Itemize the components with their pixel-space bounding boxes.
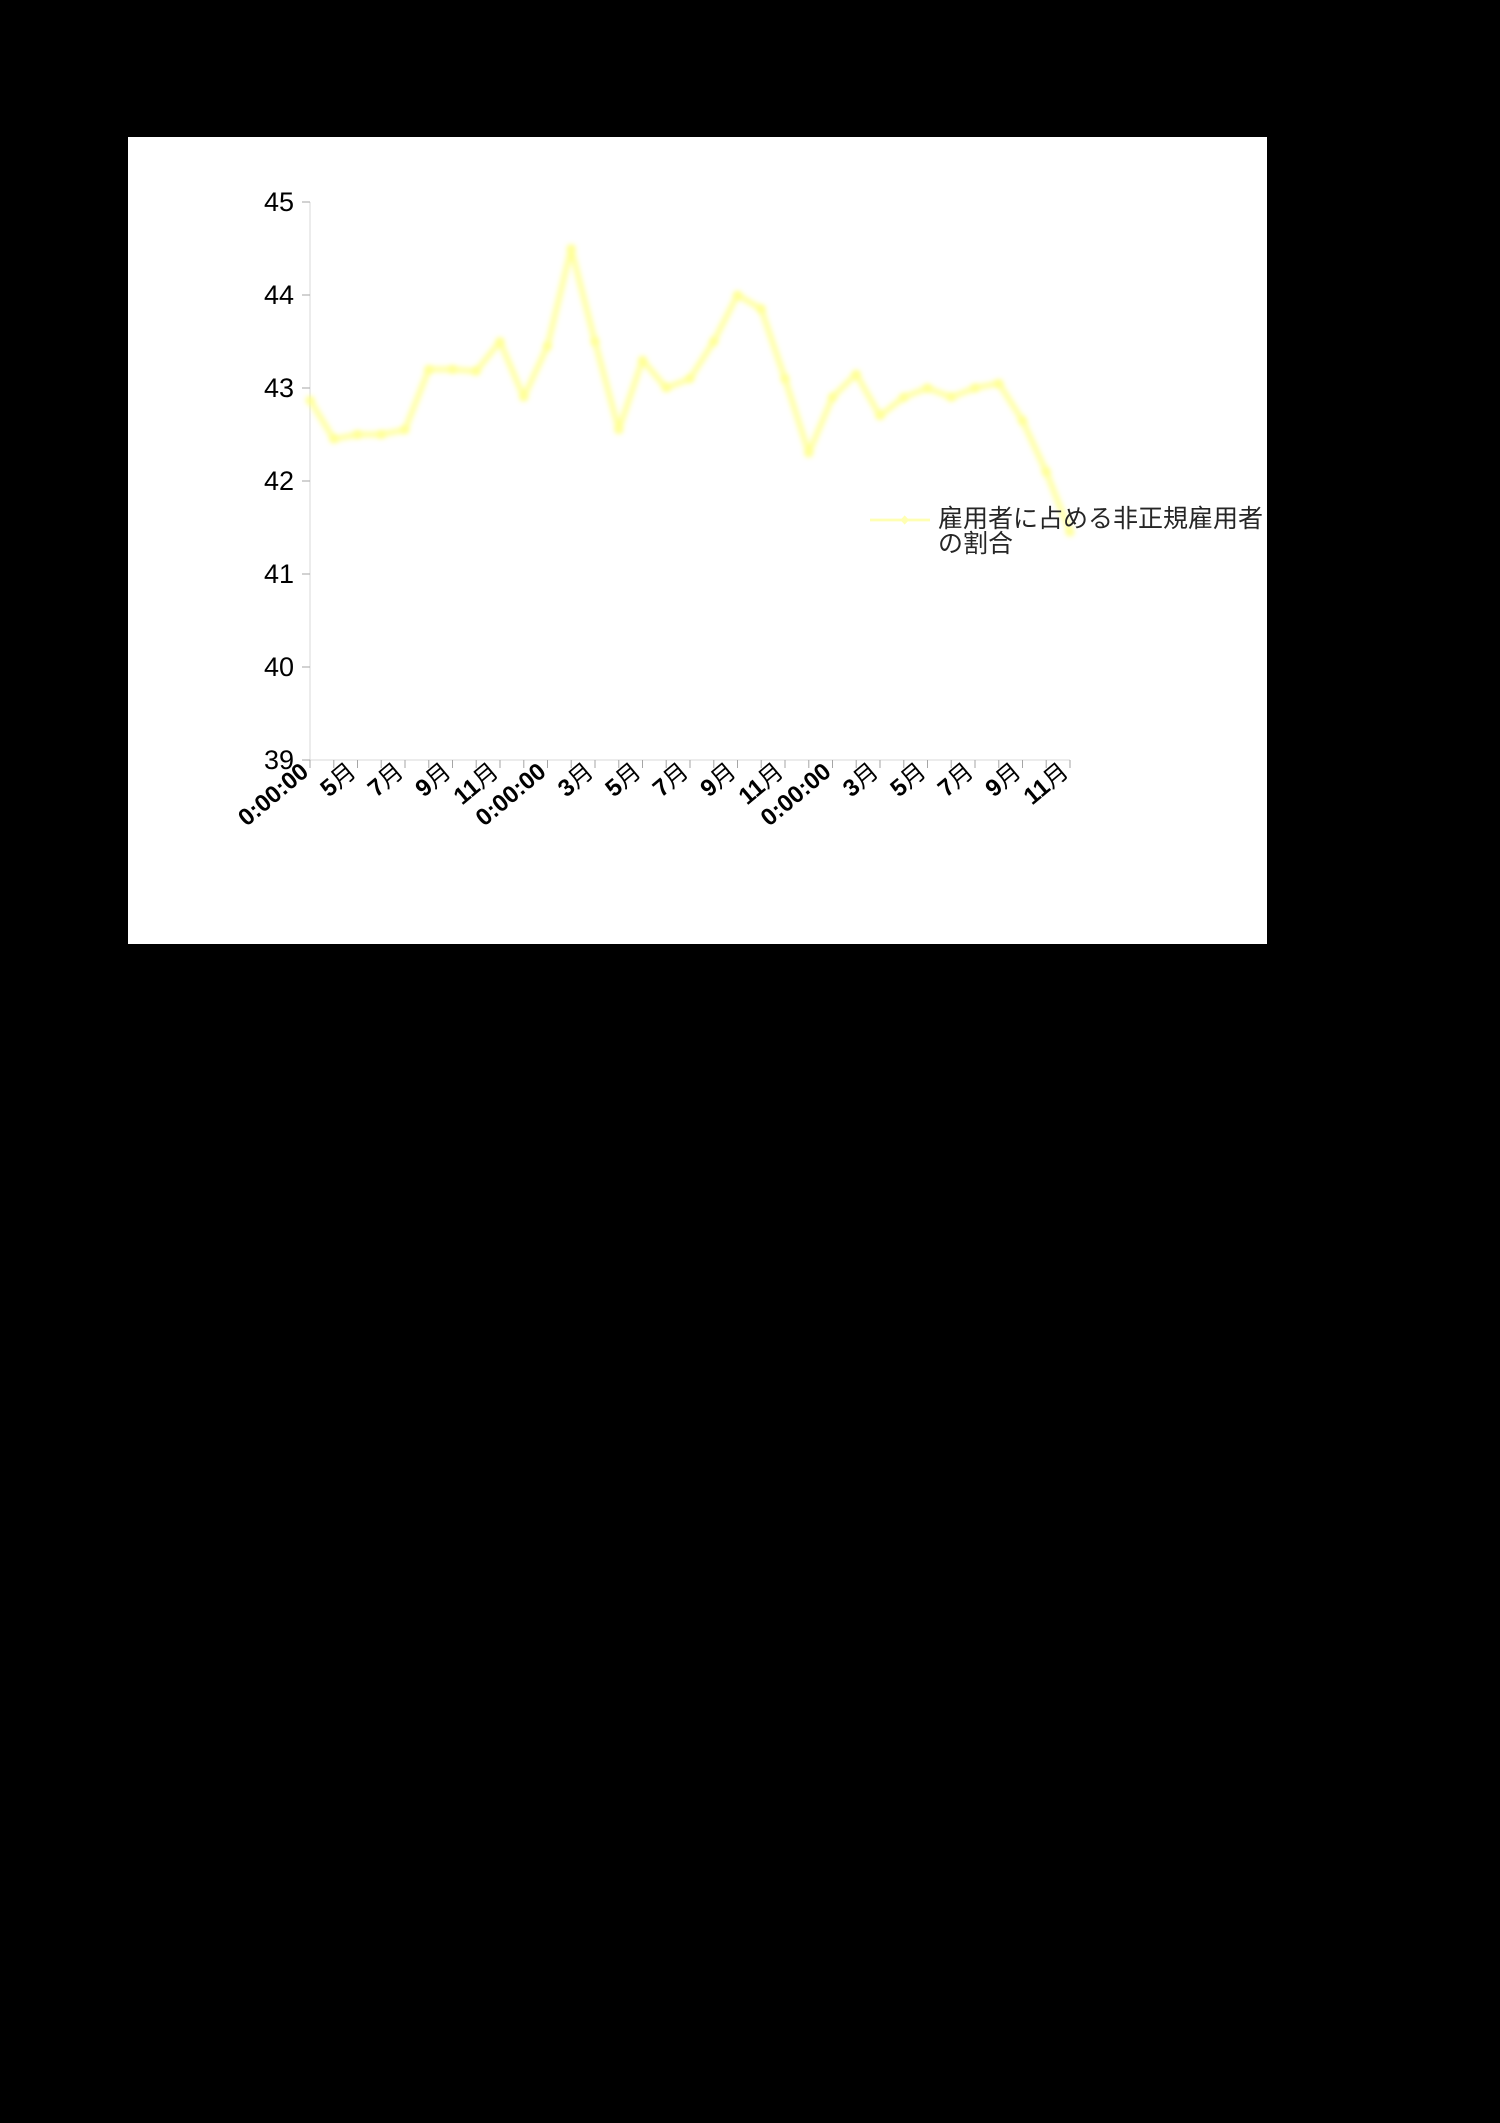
svg-text:9月: 9月 — [695, 758, 741, 803]
svg-text:45: 45 — [264, 187, 294, 217]
svg-text:9月: 9月 — [980, 758, 1026, 803]
svg-text:5月: 5月 — [885, 758, 931, 803]
svg-text:43: 43 — [264, 373, 294, 403]
svg-text:雇用者に占める非正規雇用者: 雇用者に占める非正規雇用者 — [938, 505, 1263, 533]
svg-text:3月: 3月 — [838, 758, 884, 803]
svg-text:7月: 7月 — [363, 758, 409, 803]
svg-text:11月: 11月 — [1019, 758, 1074, 810]
svg-text:9月: 9月 — [410, 758, 456, 803]
svg-text:7月: 7月 — [648, 758, 694, 803]
svg-text:7月: 7月 — [933, 758, 979, 803]
svg-text:の割合: の割合 — [938, 530, 1013, 558]
svg-text:3月: 3月 — [553, 758, 599, 803]
svg-text:40: 40 — [264, 652, 294, 682]
svg-text:44: 44 — [264, 280, 294, 310]
svg-text:41: 41 — [264, 559, 294, 589]
svg-text:42: 42 — [264, 466, 294, 496]
svg-text:5月: 5月 — [600, 758, 646, 803]
svg-text:5月: 5月 — [315, 758, 361, 803]
